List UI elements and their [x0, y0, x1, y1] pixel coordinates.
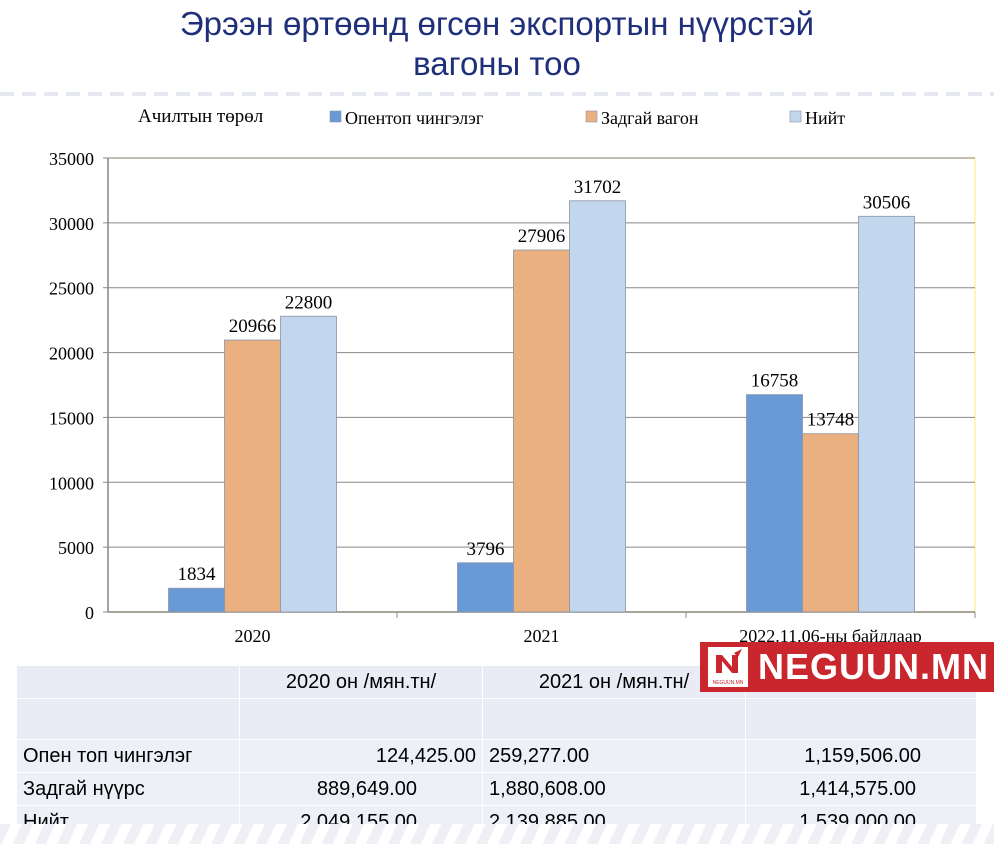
legend-label: Нийт	[805, 108, 845, 128]
x-tick-label: 2020	[235, 626, 271, 646]
decorative-bottom-stripe	[0, 824, 994, 844]
data-label: 3796	[467, 539, 505, 560]
y-tick-label: 0	[85, 603, 94, 623]
data-label: 22800	[285, 292, 333, 313]
bar	[168, 587, 225, 613]
y-tick-label: 25000	[49, 279, 94, 299]
table-cell: 1,414,575.00	[745, 772, 976, 806]
legend-label: Задгай вагон	[601, 108, 699, 128]
bar	[746, 394, 803, 613]
legend-title: Ачилтын төрөл	[138, 106, 264, 127]
data-label: 13748	[807, 410, 855, 431]
watermark-logo-text: NEGUUN.MN	[712, 680, 744, 686]
bar-chart: Ачилтын төрөл Опентоп чингэлэг Задгай ваг…	[49, 106, 976, 646]
table-cell: 1,880,608.00	[482, 772, 746, 806]
x-tick-label: 2022.11.06-ны байдлаар	[739, 626, 921, 646]
table-cell: 1,159,506.00	[745, 739, 976, 773]
table-row: Задгай нүүрс 889,649.00 1,880,608.00 1,4…	[16, 772, 976, 806]
table-row: Опен топ чингэлэг 124,425.00 259,277.00 …	[16, 739, 976, 773]
y-tick-label: 20000	[49, 344, 94, 364]
watermark-text: NEGUUN.MN	[758, 646, 989, 687]
data-label: 16758	[751, 371, 799, 392]
y-tick-label: 35000	[49, 149, 94, 169]
data-label: 20966	[229, 316, 277, 337]
y-tick-label: 5000	[58, 538, 94, 558]
bar	[224, 339, 281, 613]
legend-swatch	[789, 110, 802, 123]
bar	[513, 249, 570, 613]
table-header-cell	[16, 666, 240, 699]
data-label: 1834	[178, 564, 217, 585]
title-line-1: Эрээн өртөөнд өгсөн экспортын нүүрстэй	[179, 5, 815, 42]
data-label: 31702	[574, 177, 622, 198]
watermark-logo-icon: NEGUUN.MN	[708, 647, 748, 687]
bar	[802, 433, 859, 613]
table-header-row: 2020 он /мян.тн/ 2021 он /мян.тн/ 2022 о…	[16, 666, 976, 699]
title-line-2: вагоны тоо	[413, 45, 581, 82]
bar	[569, 200, 626, 613]
bar	[280, 315, 337, 613]
bar	[457, 562, 514, 613]
x-tick-label: 2021	[524, 626, 560, 646]
y-tick-label: 10000	[49, 473, 94, 493]
data-table: 2020 он /мян.тн/ 2021 он /мян.тн/ 2022 о…	[16, 666, 976, 839]
chart-legend: Ачилтын төрөл Опентоп чингэлэг Задгай ваг…	[138, 106, 845, 128]
legend-swatch	[329, 110, 342, 123]
watermark-banner: NEGUUN.MN NEGUUN.MN	[700, 642, 994, 692]
y-tick-label: 15000	[49, 408, 94, 428]
table-cell: 259,277.00	[482, 739, 746, 773]
decorative-stripe	[0, 92, 994, 96]
row-label: Задгай нүүрс	[16, 772, 240, 806]
legend-swatch	[585, 110, 598, 123]
table-spacer-row	[16, 698, 976, 740]
table-cell: 889,649.00	[239, 772, 483, 806]
data-label: 30506	[863, 192, 911, 213]
y-tick-label: 30000	[49, 214, 94, 234]
data-label: 27906	[518, 226, 566, 247]
table-header-cell: 2020 он /мян.тн/	[239, 666, 483, 699]
row-label: Опен топ чингэлэг	[16, 739, 240, 773]
table-cell: 124,425.00	[239, 739, 483, 773]
legend-label: Опентоп чингэлэг	[345, 108, 483, 128]
bar	[858, 215, 915, 613]
slide-title: Эрээн өртөөнд өгсөн экспортын нүүрстэй в…	[0, 4, 994, 84]
plot-area: 0 5000 10000 15000 20000 25000 30000 35000 1834 2…	[49, 149, 976, 646]
